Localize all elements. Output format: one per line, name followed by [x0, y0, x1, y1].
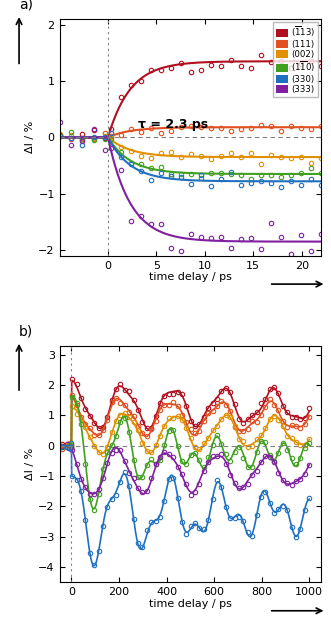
Y-axis label: ΔI / %: ΔI / %: [25, 448, 35, 480]
Text: b): b): [19, 325, 33, 339]
Y-axis label: ΔI / %: ΔI / %: [25, 122, 35, 153]
X-axis label: time delay / ps: time delay / ps: [149, 599, 232, 608]
Legend: ($\overline{1}$13), (111), (002), (1$\overline{1}$0), (330), (333): ($\overline{1}$13), (111), (002), (1$\ov…: [273, 22, 318, 97]
Text: a): a): [19, 0, 33, 12]
Text: τ = 2.3 ps: τ = 2.3 ps: [138, 118, 208, 131]
X-axis label: time delay / ps: time delay / ps: [149, 272, 232, 282]
